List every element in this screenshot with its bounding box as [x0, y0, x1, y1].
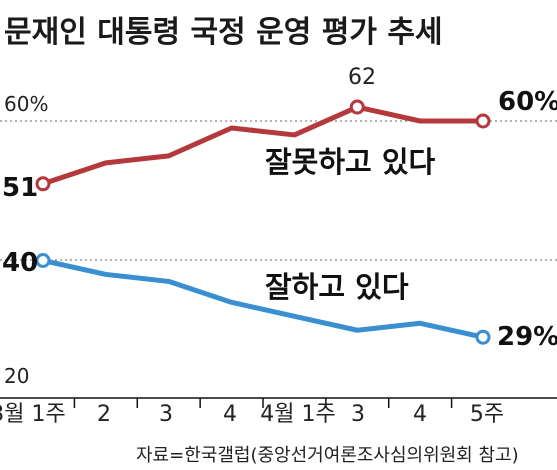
negative-start-label: 51 [2, 173, 38, 203]
y-tick-60: 60% [4, 92, 48, 116]
y-tick-20: 20 [4, 364, 29, 388]
negative-end-label: 60% [498, 87, 557, 117]
series-markers [35, 99, 491, 345]
series-lines [40, 104, 486, 340]
series-line-1 [40, 258, 486, 340]
x-axis-ticks [73, 398, 453, 408]
x-tick-label-2: 3 [159, 402, 173, 427]
series-0-point-7 [475, 113, 491, 129]
negative-peak-label: 62 [348, 65, 376, 90]
x-tick-label-5: 3 [351, 402, 365, 427]
series-0-point-0 [35, 176, 51, 192]
series-0-point-5 [349, 99, 365, 115]
negative-series-label: 잘못하고 있다 [265, 145, 435, 179]
x-tick-label-6: 4 [413, 402, 427, 427]
x-tick-label-3: 4 [223, 402, 237, 427]
x-tick-label-4: 4월 1주 [260, 402, 335, 427]
positive-start-label: 40 [2, 248, 38, 278]
series-1-point-0 [35, 253, 51, 268]
source-note: 자료=한국갤럽(중앙선거여론조사심의위원회 참고) [136, 445, 519, 466]
x-tick-label-7: 5주 [470, 402, 504, 427]
positive-series-label: 잘하고 있다 [265, 270, 409, 304]
series-line-0 [40, 104, 486, 187]
positive-end-label: 29% [497, 322, 557, 352]
x-axis-labels: 3월 1주 2 3 4 4월 1주 3 4 5주 [0, 402, 504, 427]
series-1-point-7 [475, 329, 491, 345]
x-tick-label-0: 3월 1주 [0, 402, 66, 427]
chart-title: 문재인 대통령 국정 운영 평가 추세 [4, 15, 443, 50]
x-tick-label-1: 2 [97, 402, 111, 427]
